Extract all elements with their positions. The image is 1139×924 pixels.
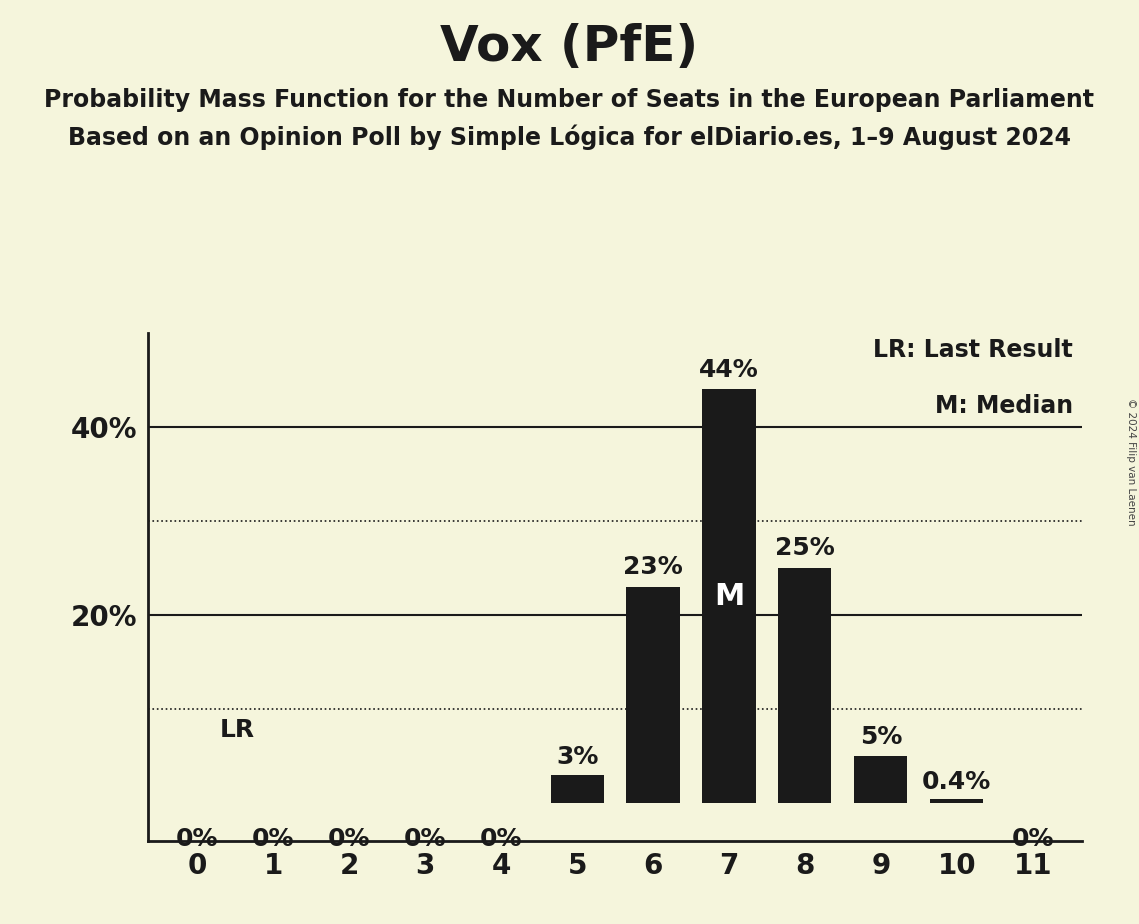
Text: 0%: 0% bbox=[177, 827, 219, 851]
Text: 3%: 3% bbox=[556, 746, 598, 770]
Text: 0%: 0% bbox=[328, 827, 370, 851]
Text: 44%: 44% bbox=[699, 358, 759, 382]
Text: LR: LR bbox=[220, 718, 255, 742]
Text: Probability Mass Function for the Number of Seats in the European Parliament: Probability Mass Function for the Number… bbox=[44, 88, 1095, 112]
Text: 0.4%: 0.4% bbox=[923, 770, 991, 794]
Bar bbox=[854, 756, 908, 803]
Text: 25%: 25% bbox=[775, 537, 835, 560]
Text: 23%: 23% bbox=[623, 555, 683, 579]
Bar bbox=[550, 775, 604, 803]
Text: 0%: 0% bbox=[480, 827, 523, 851]
Text: Vox (PfE): Vox (PfE) bbox=[441, 23, 698, 71]
Text: 5%: 5% bbox=[860, 724, 902, 748]
Bar bbox=[703, 389, 755, 803]
Text: 0%: 0% bbox=[1011, 827, 1054, 851]
Text: 0%: 0% bbox=[252, 827, 295, 851]
Text: Based on an Opinion Poll by Simple Lógica for elDiario.es, 1–9 August 2024: Based on an Opinion Poll by Simple Lógic… bbox=[68, 125, 1071, 151]
Bar bbox=[626, 587, 680, 803]
Text: 0%: 0% bbox=[404, 827, 446, 851]
Text: M: Median: M: Median bbox=[935, 394, 1073, 418]
Bar bbox=[778, 568, 831, 803]
Text: LR: Last Result: LR: Last Result bbox=[872, 337, 1073, 361]
Text: © 2024 Filip van Laenen: © 2024 Filip van Laenen bbox=[1126, 398, 1136, 526]
Bar bbox=[931, 799, 983, 803]
Text: M: M bbox=[714, 581, 744, 611]
